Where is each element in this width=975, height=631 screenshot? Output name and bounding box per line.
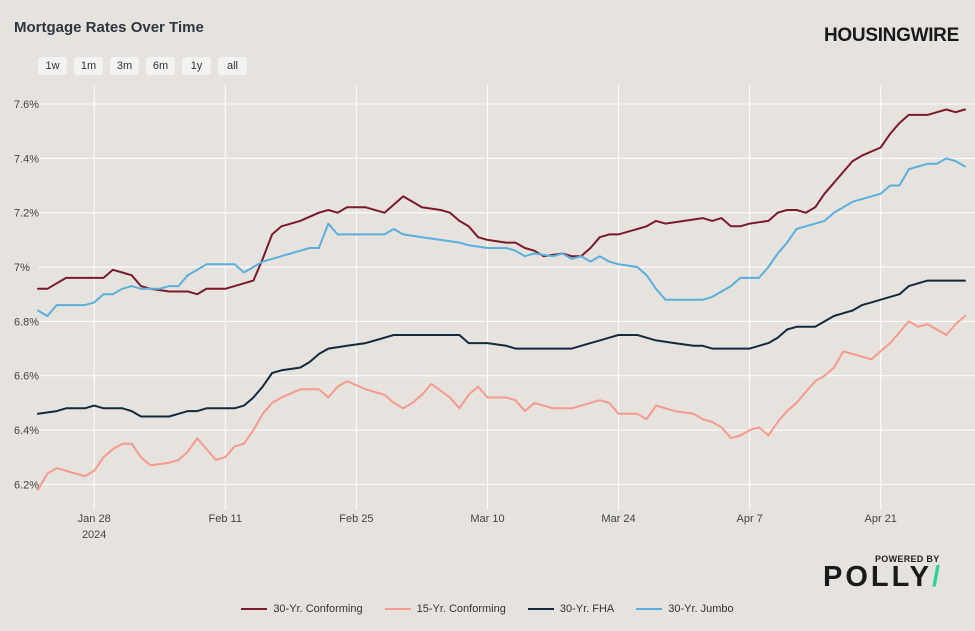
y-tick-label: 6.6% [14,371,39,383]
series-line-30-yr-fha [37,279,966,418]
y-tick-label: 7.2% [14,208,39,220]
range-button-all[interactable]: all [218,57,247,75]
polly-slash-mark: / [932,561,944,593]
legend-item[interactable]: 15-Yr. Conforming [384,603,506,615]
legend-swatch [636,608,663,610]
legend-label: 30-Yr. Jumbo [668,603,734,615]
legend-label: 30-Yr. Conforming [273,603,363,615]
range-button-1w[interactable]: 1w [38,57,67,75]
y-tick-label: 7% [14,262,30,274]
y-tick-label: 6.8% [14,316,39,328]
y-tick-label: 6.4% [14,425,39,437]
x-tick-label: Feb 25 [339,513,373,525]
range-button-6m[interactable]: 6m [146,57,175,75]
chart-legend: 30-Yr. Conforming 15-Yr. Conforming 30-Yr.… [0,603,975,615]
series-line-15-yr-conforming [37,315,966,491]
legend-item[interactable]: 30-Yr. FHA [527,603,615,615]
y-tick-label: 6.2% [14,479,39,491]
legend-item[interactable]: 30-Yr. Conforming [241,603,363,615]
range-button-1m[interactable]: 1m [74,57,103,75]
chart-title: Mortgage Rates Over Time [14,19,204,36]
line-chart: 6.2% 6.4% 6.6% 6.8% 7% 7.2% 7.4% 7.6% Jan 28 2024… [14,85,975,541]
legend-label: 30-Yr. FHA [559,603,615,615]
x-tick-label: Jan 28 [78,513,111,525]
series-line-30-yr-conforming [37,108,966,296]
legend-swatch [527,608,554,610]
range-selector: 1w 1m 3m 6m 1y all [38,57,247,75]
polly-logo: POLLY/ [823,561,943,594]
y-tick-label: 7.6% [14,99,39,111]
legend-label: 15-Yr. Conforming [416,603,506,615]
y-tick-label: 7.4% [14,153,39,165]
x-tick-label: Feb 11 [209,513,242,525]
range-button-3m[interactable]: 3m [110,57,139,75]
powered-by-label: POWERED BY [875,554,940,564]
x-tick-label: Apr 7 [736,513,762,525]
range-button-1y[interactable]: 1y [182,57,211,75]
x-tick-label: Mar 24 [601,513,635,525]
x-tick-label: Mar 10 [470,513,504,525]
x-tick-label: Apr 21 [865,513,897,525]
legend-item[interactable]: 30-Yr. Jumbo [636,603,734,615]
polly-logo-text: POLLY [823,561,933,593]
legend-swatch [241,608,268,610]
legend-swatch [384,608,411,610]
series-line-30-yr-jumbo [37,157,966,317]
x-tick-sublabel: 2024 [82,529,106,541]
housingwire-logo: HOUSINGWIRE [824,25,959,46]
